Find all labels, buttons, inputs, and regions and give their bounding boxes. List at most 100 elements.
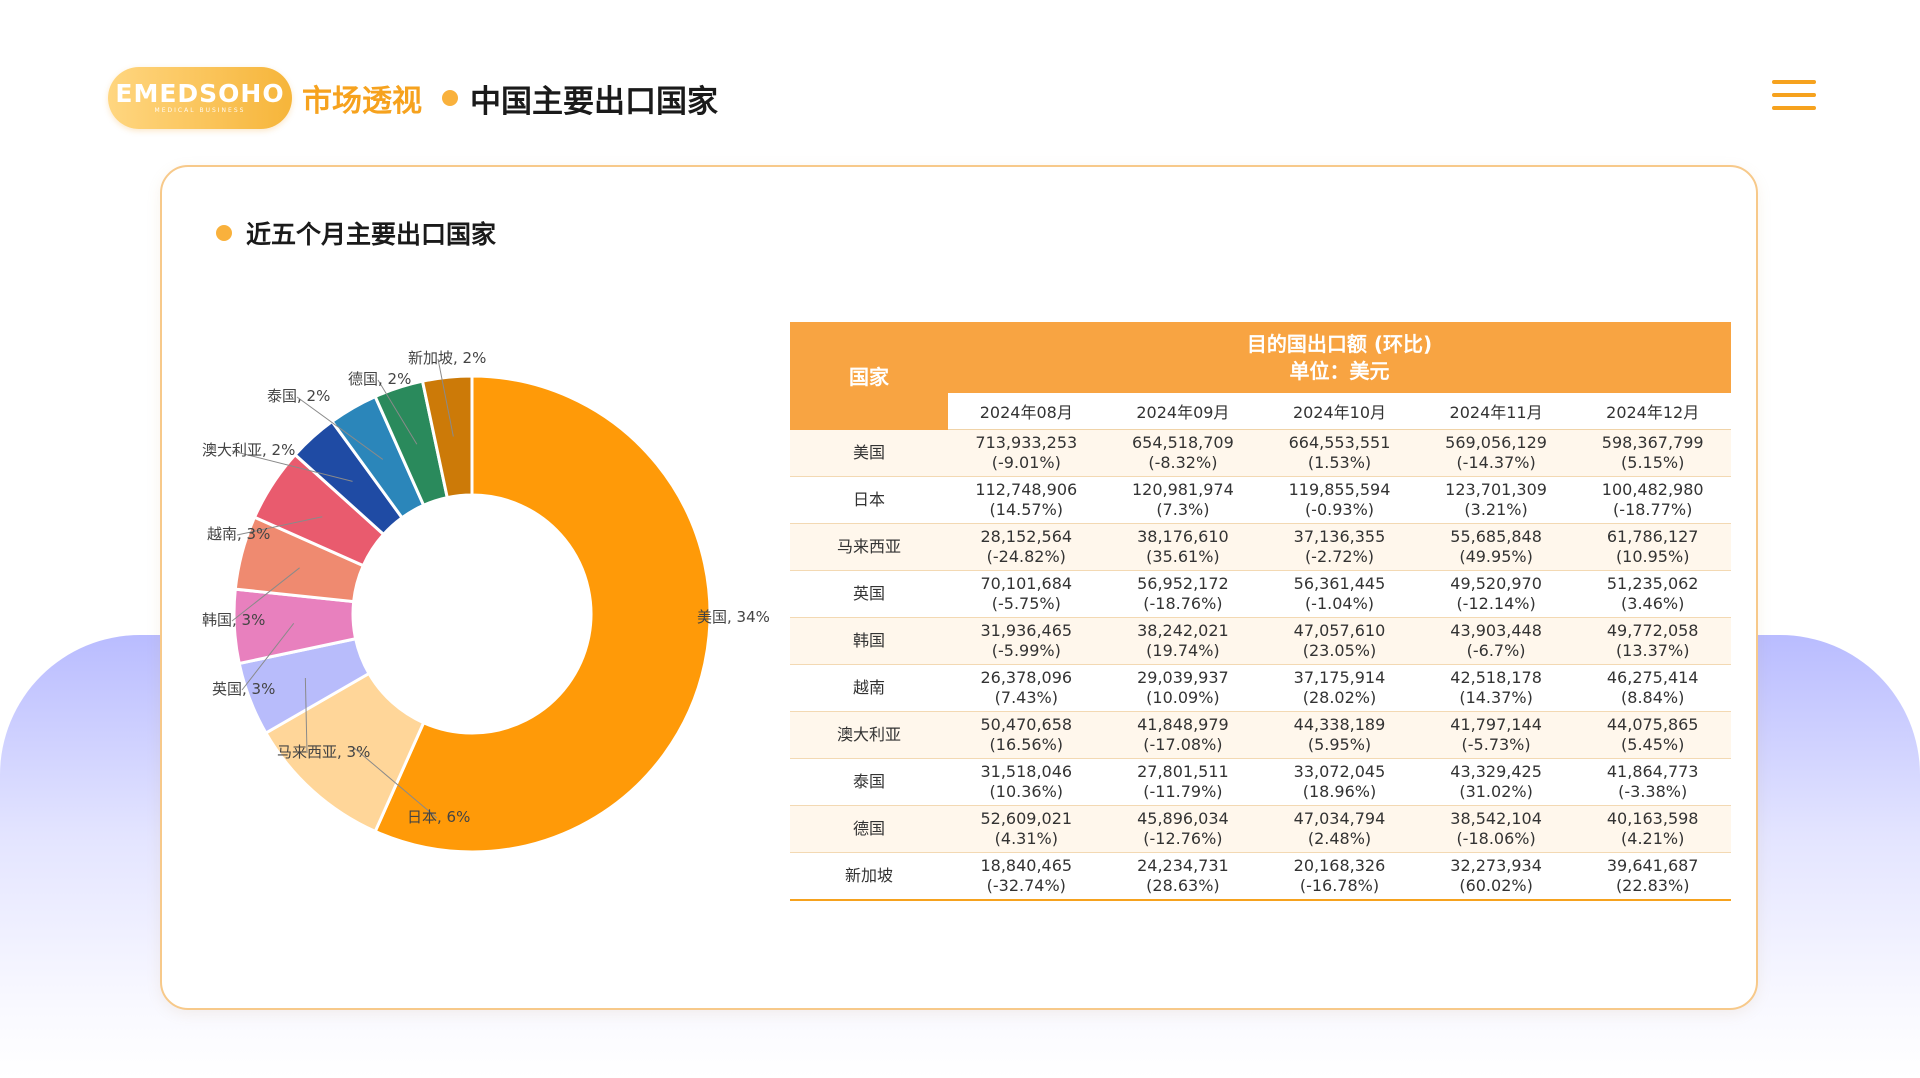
mom-change: (22.83%) <box>1615 876 1690 895</box>
value-cell: 43,903,448 (-6.7%) <box>1417 617 1575 665</box>
value-cell: 50,470,658 (16.56%) <box>948 711 1105 759</box>
export-amount: 18,840,465 <box>980 856 1073 875</box>
country-cell: 泰国 <box>790 758 948 806</box>
mom-change: (4.21%) <box>1621 829 1685 848</box>
section-title: 市场透视 <box>302 84 422 119</box>
value-cell: 20,168,326 (-16.78%) <box>1261 852 1418 901</box>
export-amount: 38,542,104 <box>1450 809 1542 828</box>
mom-change: (19.74%) <box>1146 641 1220 660</box>
export-amount: 49,520,970 <box>1450 574 1542 593</box>
page-header: EMEDSOHO MEDICAL BUSINESS 市场透视 中国主要出口国家 <box>108 66 718 130</box>
mom-change: (-32.74%) <box>986 876 1066 895</box>
export-amount: 39,641,687 <box>1606 856 1699 875</box>
mom-change: (-5.73%) <box>1461 735 1531 754</box>
value-cell: 39,641,687 (22.83%) <box>1574 852 1731 901</box>
export-amount: 41,797,144 <box>1450 715 1542 734</box>
mom-change: (-18.77%) <box>1613 500 1693 519</box>
brand-logo[interactable]: EMEDSOHO MEDICAL BUSINESS <box>108 67 292 129</box>
export-amount: 654,518,709 <box>1131 433 1234 452</box>
table-row: 马来西亚 28,152,564 (-24.82%) 38,176,610 (35.61%… <box>790 523 1731 571</box>
country-cell: 澳大利亚 <box>790 711 948 759</box>
donut-slice[interactable] <box>420 374 474 500</box>
value-cell: 29,039,937 (10.09%) <box>1104 664 1262 712</box>
table-row: 德国 52,609,021 (4.31%) 45,896,034 (-12.76%) 47… <box>790 805 1731 853</box>
value-cell: 569,056,129 (-14.37%) <box>1417 429 1575 477</box>
slice-label: 新加坡, 2% <box>408 349 486 367</box>
export-amount: 38,242,021 <box>1137 621 1229 640</box>
export-amount: 56,952,172 <box>1137 574 1229 593</box>
export-amount: 46,275,414 <box>1606 668 1699 687</box>
content-card: 近五个月主要出口国家 美国, 34% 日本, 6% 马来西亚, 3% 英国, 3% 韩国… <box>160 165 1758 1010</box>
donut-slice[interactable] <box>373 374 712 854</box>
mom-change: (10.09%) <box>1146 688 1220 707</box>
table-row: 新加坡 18,840,465 (-32.74%) 24,234,731 (28.63%)… <box>790 852 1731 901</box>
value-cell: 55,685,848 (49.95%) <box>1417 523 1575 571</box>
mom-change: (10.95%) <box>1615 547 1690 566</box>
mom-change: (-8.32%) <box>1148 453 1218 472</box>
value-cell: 32,273,934 (60.02%) <box>1417 852 1575 901</box>
value-cell: 44,075,865 (5.45%) <box>1574 711 1731 759</box>
menu-line <box>1772 80 1816 84</box>
value-cell: 41,864,773 (-3.38%) <box>1574 758 1731 806</box>
export-amount: 55,685,848 <box>1450 527 1542 546</box>
value-cell: 51,235,062 (3.46%) <box>1574 570 1731 618</box>
mom-change: (-3.38%) <box>1618 782 1688 801</box>
value-cell: 119,855,594 (-0.93%) <box>1261 476 1418 524</box>
card-subtitle: 近五个月主要出口国家 <box>216 215 496 251</box>
mom-change: (18.96%) <box>1302 782 1377 801</box>
value-cell: 52,609,021 (4.31%) <box>948 805 1105 853</box>
hamburger-menu-icon[interactable] <box>1772 80 1816 114</box>
slice-label: 韩国, 3% <box>202 611 265 629</box>
export-amount: 70,101,684 <box>980 574 1073 593</box>
label-leader-line <box>231 567 300 622</box>
table-row: 英国 70,101,684 (-5.75%) 56,952,172 (-18.76%) 5… <box>790 570 1731 618</box>
mom-change: (-9.01%) <box>991 453 1061 472</box>
month-header: 2024年12月 <box>1574 393 1731 430</box>
export-amount: 61,786,127 <box>1606 527 1699 546</box>
country-cell: 英国 <box>790 570 948 618</box>
country-cell: 越南 <box>790 664 948 712</box>
export-amount: 47,057,610 <box>1293 621 1386 640</box>
export-amount: 28,152,564 <box>980 527 1073 546</box>
slice-label: 日本, 6% <box>407 808 470 826</box>
mom-change: (-1.04%) <box>1304 594 1375 613</box>
mom-change: (14.57%) <box>989 500 1064 519</box>
export-amount: 29,039,937 <box>1137 668 1229 687</box>
mom-change: (-17.08%) <box>1143 735 1223 754</box>
value-cell: 47,034,794 (2.48%) <box>1261 805 1418 853</box>
value-cell: 37,175,914 (28.02%) <box>1261 664 1418 712</box>
export-amount: 598,367,799 <box>1601 433 1704 452</box>
export-amount: 44,338,189 <box>1293 715 1386 734</box>
export-amount: 43,903,448 <box>1450 621 1542 640</box>
value-cell: 70,101,684 (-5.75%) <box>948 570 1105 618</box>
value-cell: 42,518,178 (14.37%) <box>1417 664 1575 712</box>
mom-change: (-5.75%) <box>991 594 1061 613</box>
menu-line <box>1772 106 1816 110</box>
value-cell: 27,801,511 (-11.79%) <box>1104 758 1262 806</box>
export-amount: 24,234,731 <box>1137 856 1229 875</box>
export-amount: 31,936,465 <box>980 621 1073 640</box>
value-cell: 123,701,309 (3.21%) <box>1417 476 1575 524</box>
mom-change: (14.37%) <box>1459 688 1533 707</box>
month-header: 2024年11月 <box>1417 393 1575 430</box>
export-amount: 31,518,046 <box>980 762 1073 781</box>
mom-change: (-2.72%) <box>1304 547 1375 566</box>
value-cell: 112,748,906 (14.57%) <box>948 476 1105 524</box>
value-cell: 31,518,046 (10.36%) <box>948 758 1105 806</box>
export-amount: 569,056,129 <box>1445 433 1547 452</box>
country-cell: 新加坡 <box>790 852 948 901</box>
amount-header: 目的国出口额 (环比) 单位：美元 <box>948 322 1731 393</box>
value-cell: 38,242,021 (19.74%) <box>1104 617 1262 665</box>
value-cell: 31,936,465 (-5.99%) <box>948 617 1105 665</box>
country-cell: 德国 <box>790 805 948 853</box>
mom-change: (31.02%) <box>1459 782 1533 801</box>
value-cell: 100,482,980 (-18.77%) <box>1574 476 1731 524</box>
export-amount: 47,034,794 <box>1293 809 1386 828</box>
value-cell: 26,378,096 (7.43%) <box>948 664 1105 712</box>
mom-change: (-14.37%) <box>1456 453 1536 472</box>
export-amount: 20,168,326 <box>1293 856 1386 875</box>
subtitle-bullet-dot <box>216 225 232 241</box>
mom-change: (-12.14%) <box>1456 594 1536 613</box>
value-cell: 45,896,034 (-12.76%) <box>1104 805 1262 853</box>
table-row: 美国 713,933,253 (-9.01%) 654,518,709 (-8.32%)… <box>790 429 1731 477</box>
